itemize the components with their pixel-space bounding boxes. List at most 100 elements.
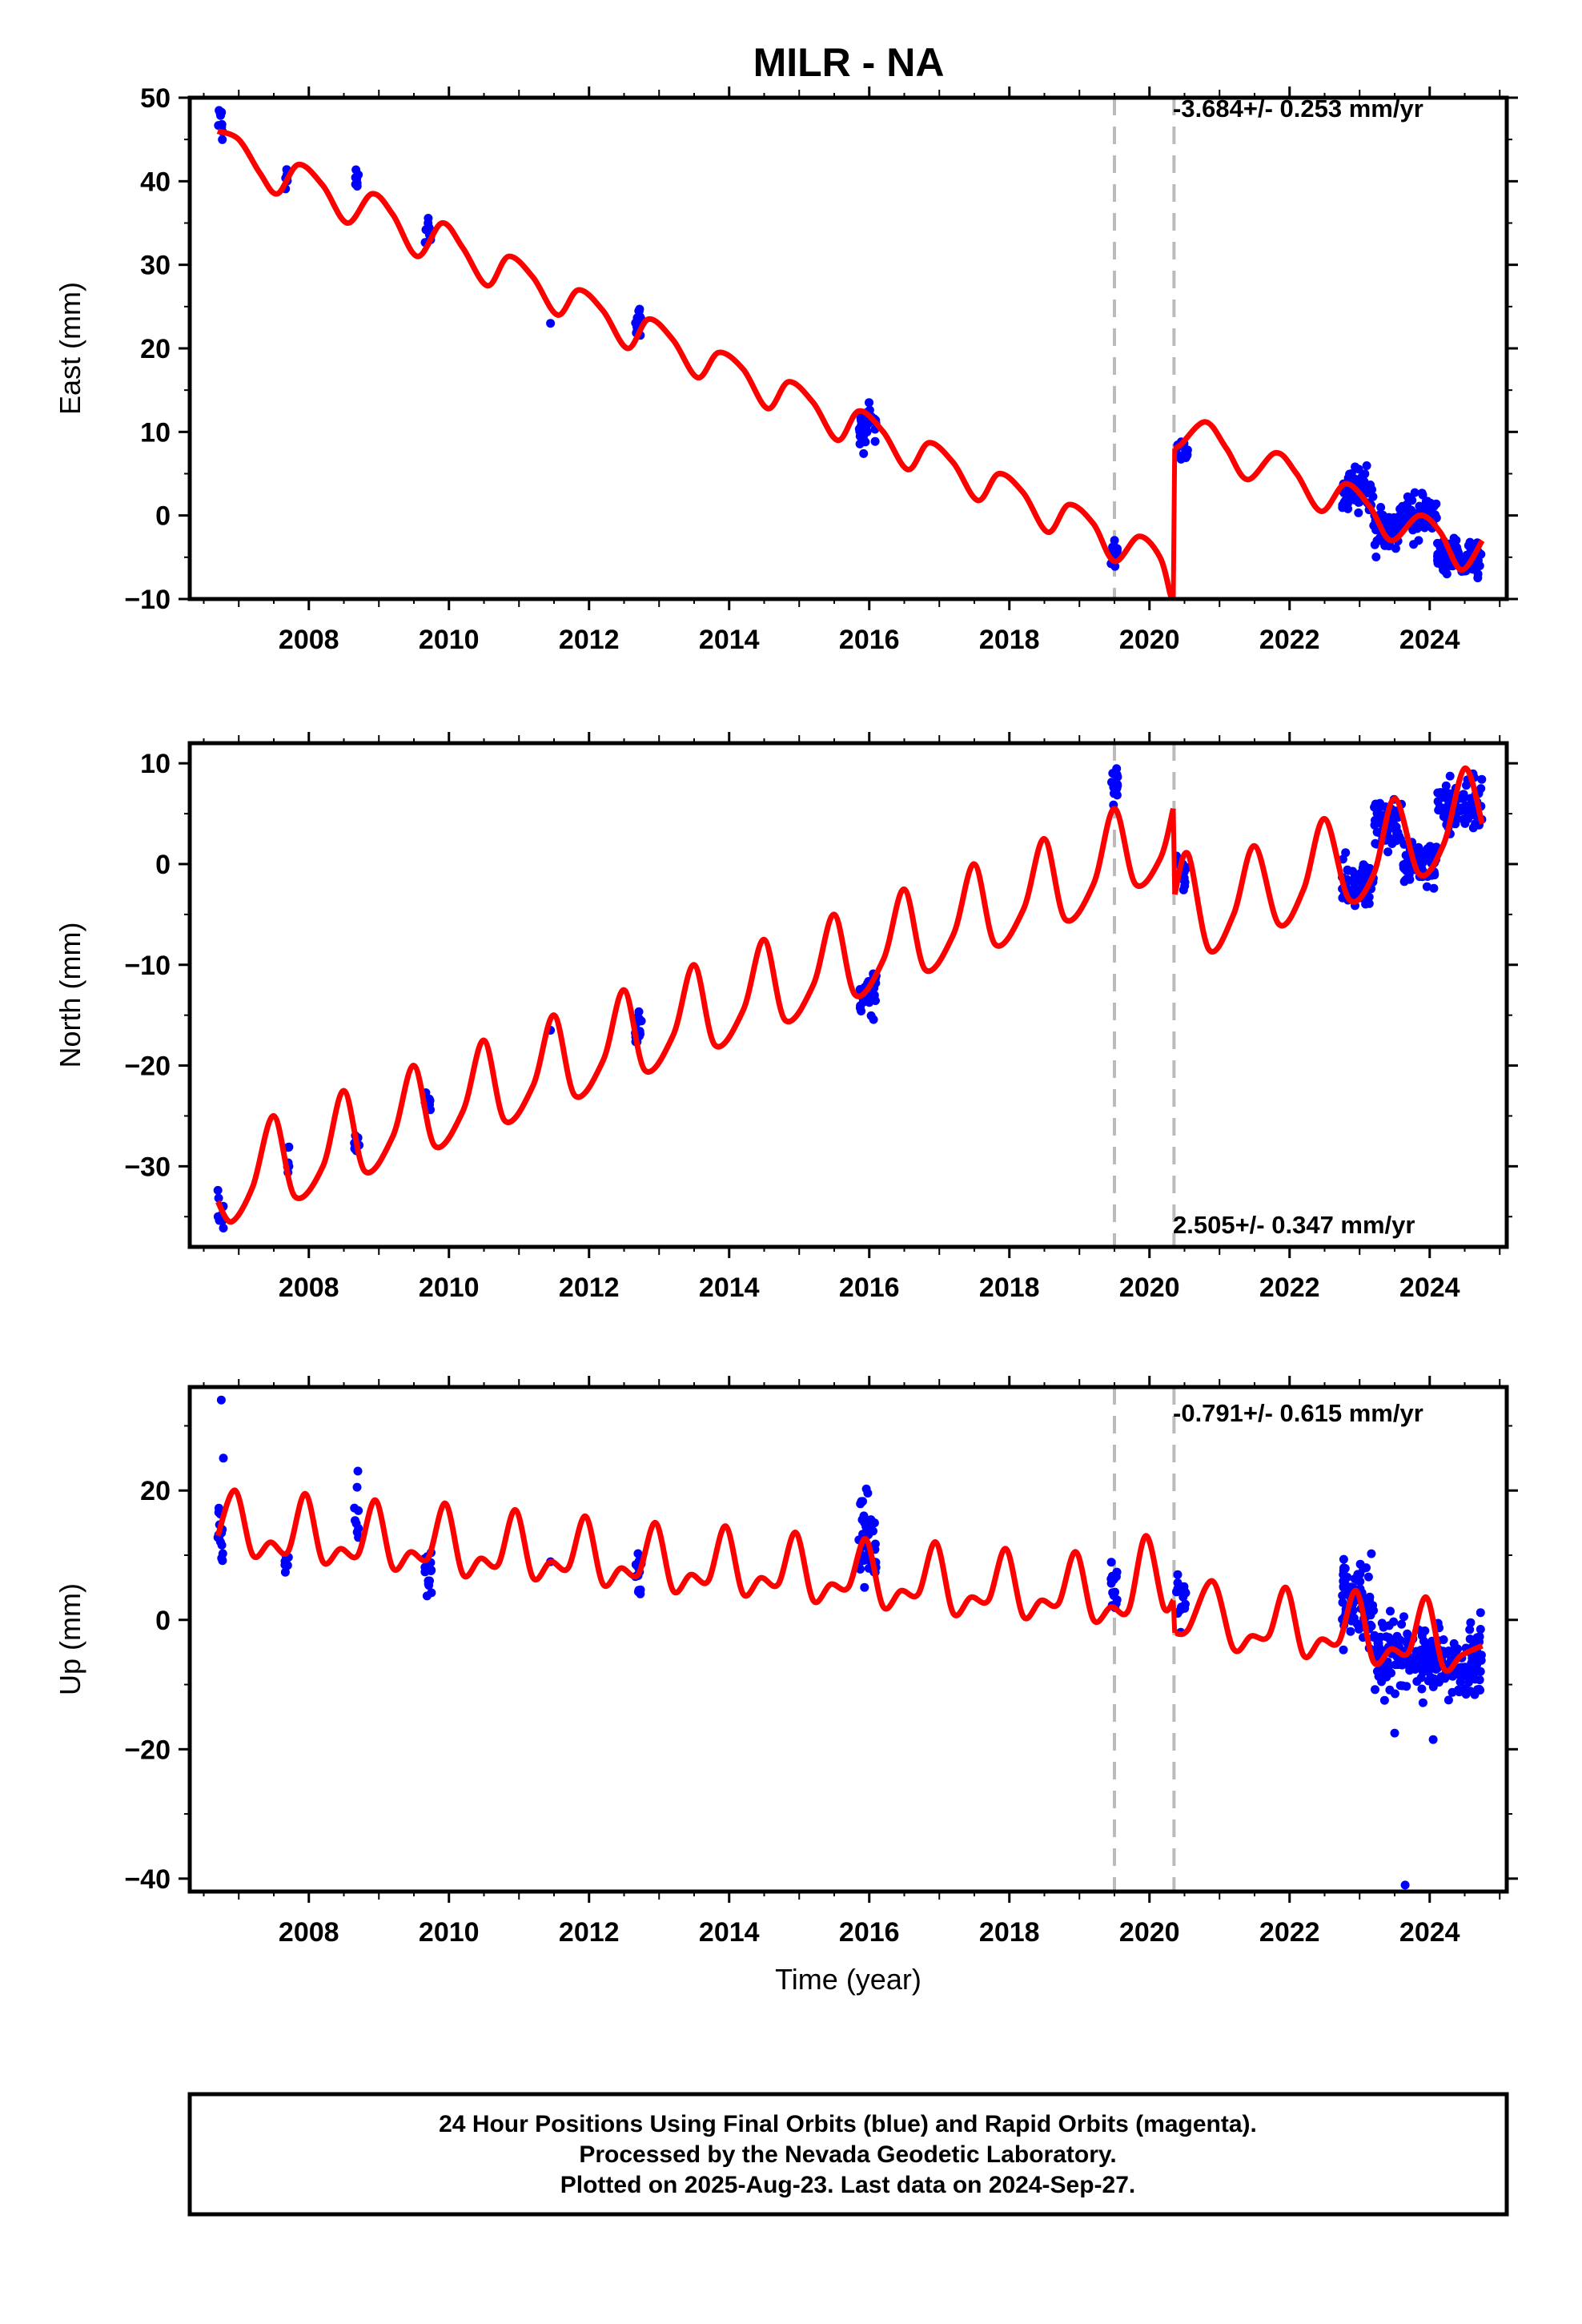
observation-point: [1399, 1612, 1408, 1622]
observation-point: [869, 991, 879, 1000]
y-tick-label: 50: [140, 83, 171, 114]
x-tick-label: 2018: [979, 1273, 1040, 1303]
observation-point: [1367, 1549, 1376, 1558]
observation-point: [1472, 1633, 1482, 1642]
observation-point: [1459, 1671, 1468, 1681]
observation-point: [284, 1142, 294, 1152]
observation-point: [1436, 1672, 1446, 1682]
observation-point: [1339, 1563, 1348, 1573]
y-tick-label: −20: [124, 1051, 171, 1082]
observation-point: [1386, 1606, 1395, 1616]
x-tick-label: 2010: [419, 625, 480, 655]
observation-point: [1440, 803, 1450, 813]
observation-point: [1463, 814, 1472, 823]
observation-point: [636, 1016, 646, 1026]
up-panel: −40 −20 0 20 2008 2010 2012 2014 2016 2018 2020 202…: [54, 1376, 1518, 1996]
model-offset-jump: [1170, 808, 1178, 895]
observation-point: [351, 165, 361, 175]
observation-point: [865, 398, 873, 408]
observation-point: [1353, 882, 1362, 891]
observation-point: [546, 319, 556, 328]
observation-point: [634, 1007, 644, 1016]
observation-point: [1339, 1576, 1348, 1586]
observation-point: [1416, 1661, 1426, 1671]
observation-point: [1433, 797, 1443, 806]
observation-point: [1426, 853, 1435, 862]
observation-point: [1428, 1735, 1438, 1744]
observation-point: [1361, 1594, 1371, 1603]
observation-point: [1429, 883, 1439, 893]
observation-point: [1361, 899, 1371, 909]
observation-point: [1109, 1590, 1118, 1600]
observation-point: [1362, 461, 1371, 470]
observation-point: [1106, 1578, 1116, 1588]
observation-point: [1460, 553, 1469, 562]
observation-point: [1465, 1687, 1475, 1696]
observation-point: [1476, 1625, 1485, 1634]
x-tick-label: 2022: [1259, 1273, 1320, 1303]
observation-point: [1445, 771, 1455, 781]
observation-point: [1339, 1582, 1348, 1592]
x-axis-label: Time (year): [775, 1963, 921, 1996]
observation-point: [1343, 866, 1353, 875]
observation-point: [1417, 1684, 1427, 1694]
x-tick-label: 2014: [699, 625, 760, 655]
observation-point: [1468, 1667, 1477, 1676]
observation-point: [1390, 1728, 1399, 1738]
model-line-after: [1174, 1578, 1484, 1675]
y-tick-label: 10: [140, 749, 171, 779]
observation-point: [1338, 854, 1347, 864]
observation-point: [217, 1540, 227, 1550]
observation-point: [1435, 788, 1445, 797]
x-tick-label: 2008: [279, 625, 339, 655]
observation-point: [280, 1567, 290, 1577]
observation-point: [1476, 784, 1486, 794]
x-tick-label: 2020: [1119, 1273, 1180, 1303]
observation-point: [1355, 1559, 1365, 1569]
observation-point: [1389, 513, 1399, 522]
x-tick-label: 2022: [1259, 1917, 1320, 1948]
x-tick-label: 2008: [279, 1273, 339, 1303]
observation-point: [861, 1515, 871, 1525]
chart-title: MILR - NA: [753, 40, 945, 85]
observation-point: [1384, 1633, 1394, 1642]
observation-point: [1371, 799, 1380, 809]
observation-point: [1371, 1685, 1379, 1695]
observation-point: [1339, 1554, 1348, 1564]
observation-point: [1403, 492, 1412, 501]
observation-point: [219, 1224, 228, 1232]
observation-point: [1426, 1674, 1435, 1683]
observation-point: [1397, 1619, 1407, 1629]
observation-point: [635, 312, 644, 321]
observation-point: [219, 1454, 228, 1463]
observation-point: [1107, 778, 1116, 787]
plot-frame: [187, 741, 1509, 1249]
observation-point: [1454, 1685, 1464, 1695]
model-line-before: [216, 128, 1176, 599]
observation-point: [1422, 882, 1431, 891]
observation-point: [215, 121, 225, 131]
observation-point: [1372, 809, 1382, 818]
observation-point: [1410, 488, 1419, 497]
observation-point: [1364, 488, 1374, 497]
x-tick-label: 2020: [1119, 625, 1180, 655]
y-tick-label: 0: [155, 501, 171, 532]
observation-point: [1113, 544, 1122, 553]
observation-points: [213, 1395, 1486, 1890]
footer-line-2: Processed by the Nevada Geodetic Laborat…: [579, 2141, 1116, 2168]
observation-point: [1428, 1682, 1438, 1691]
y-tick-label: 40: [140, 167, 171, 197]
velocity-rate-label: -0.791+/- 0.615 mm/yr: [1173, 1399, 1423, 1427]
observation-point: [351, 1516, 359, 1526]
observation-point: [424, 1581, 434, 1590]
observation-point: [1343, 504, 1353, 513]
model-offset-jump: [1170, 448, 1178, 599]
y-tick-label: 20: [140, 1476, 171, 1506]
observation-point: [857, 420, 866, 430]
observation-point: [1441, 781, 1451, 790]
observation-point: [1391, 836, 1401, 846]
x-tick-label: 2014: [699, 1273, 760, 1303]
x-tick-label: 2018: [979, 1917, 1040, 1948]
observation-point: [861, 1528, 870, 1538]
